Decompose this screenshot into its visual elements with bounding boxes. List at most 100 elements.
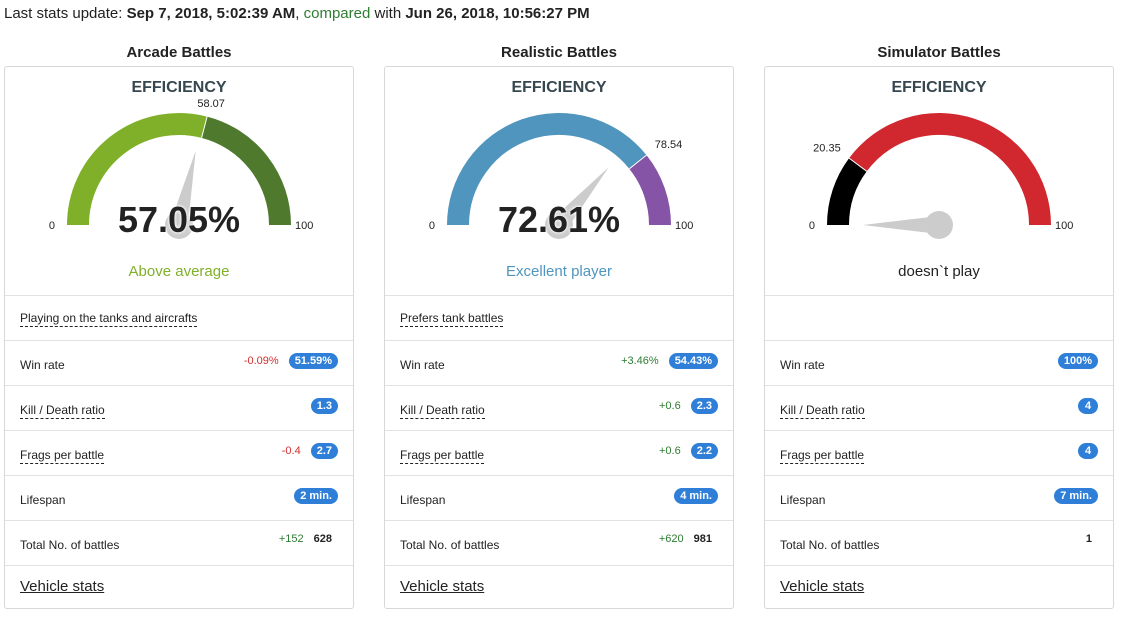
gauge-max-label: 100: [1055, 220, 1073, 232]
kd-row: Kill / Death ratio 4: [765, 386, 1113, 431]
kd-label[interactable]: Kill / Death ratio: [780, 403, 865, 419]
verdict-label: doesn`t play: [898, 263, 980, 280]
gauge-filled-arc: [447, 113, 647, 226]
vehicle-stats-link[interactable]: Vehicle stats: [20, 578, 105, 595]
frags-delta: -0.4: [281, 445, 301, 457]
win-rate-label: Win rate: [400, 358, 445, 372]
kd-badge: 2.3: [690, 398, 718, 414]
gauge-rest-arc: [629, 155, 671, 226]
lifespan-label: Lifespan: [400, 493, 446, 507]
battles-delta: +152: [278, 533, 304, 545]
battles-row: Total No. of battles 1: [765, 521, 1113, 566]
gauge-svg: 0 100 78.54: [429, 113, 693, 239]
preference-label[interactable]: Prefers tank battles: [400, 311, 504, 327]
kd-badge: 4: [1078, 398, 1098, 414]
gauge-svg: 0 100 20.35: [809, 113, 1073, 239]
win-rate-badge: 51.59%: [288, 353, 338, 369]
mode-title: Simulator Battles: [877, 44, 1001, 61]
mode-card: EFFICIENCY 0 100 78.54 72.61% Excellent pl…: [384, 66, 734, 609]
battles-label: Total No. of battles: [400, 538, 500, 552]
vehicle-stats-link[interactable]: Vehicle stats: [780, 578, 865, 595]
mode-card: EFFICIENCY 0 100 58.07 57.05% Above averag…: [4, 66, 354, 609]
battles-value: 981: [693, 533, 712, 545]
gauge-max-label: 100: [295, 220, 313, 232]
frags-badge: 4: [1078, 443, 1098, 459]
gauge-min-label: 0: [809, 220, 815, 232]
gauge-min-label: 0: [429, 220, 435, 232]
gauge-marker-tick: [628, 153, 649, 170]
simulator-column: Simulator Battles EFFICIENCY 0 100 20.35 d…: [764, 40, 1114, 609]
realistic-column: Realistic Battles EFFICIENCY 0 100 78.54 7…: [384, 40, 734, 609]
vehicle-stats-footer: Vehicle stats: [765, 566, 1113, 608]
lifespan-badge: 4 min.: [674, 488, 718, 504]
efficiency-label: EFFICIENCY: [511, 79, 607, 96]
win-rate-label: Win rate: [780, 358, 825, 372]
frags-badge: 2.2: [690, 443, 718, 459]
battles-row: Total No. of battles +152 628: [5, 521, 353, 566]
win-rate-badge: 100%: [1057, 353, 1098, 369]
gauge-needle: [170, 150, 196, 227]
compare-date: Jun 26, 2018, 10:56:27 PM: [405, 5, 590, 22]
win-rate-delta: -0.09%: [243, 355, 279, 367]
win-rate-row: Win rate 100%: [765, 341, 1113, 386]
mode-card: EFFICIENCY 0 100 20.35 doesn`t play Win ra…: [764, 66, 1114, 609]
frags-delta: +0.6: [658, 445, 681, 457]
mode-title: Realistic Battles: [501, 44, 617, 61]
gauge-max-label: 100: [675, 220, 693, 232]
gauge-marker-tick: [847, 156, 868, 172]
gauge-needle-hub: [545, 211, 573, 239]
kd-label[interactable]: Kill / Death ratio: [20, 403, 105, 419]
lifespan-label: Lifespan: [780, 493, 826, 507]
efficiency-value: 57.05%: [117, 199, 241, 240]
kd-delta: +0.6: [658, 400, 681, 412]
frags-label[interactable]: Frags per battle: [780, 448, 865, 464]
gauge-marker-label: 58.07: [197, 98, 225, 110]
battles-row: Total No. of battles +620 981: [385, 521, 733, 566]
frags-row: Frags per battle 4: [765, 431, 1113, 476]
frags-row: Frags per battle -0.4 2.7: [5, 431, 353, 476]
kd-row: Kill / Death ratio 1.3: [5, 386, 353, 431]
preference-label[interactable]: Playing on the tanks and aircrafts: [20, 311, 198, 327]
efficiency-gauge: EFFICIENCY 0 100 20.35 doesn`t play: [765, 67, 1113, 296]
mode-title: Arcade Battles: [126, 44, 232, 61]
gauge-filled-arc: [67, 113, 208, 226]
header-with: with: [370, 5, 406, 22]
vehicle-stats-footer: Vehicle stats: [5, 566, 353, 608]
frags-label[interactable]: Frags per battle: [400, 448, 485, 464]
gauge-rest-arc: [849, 113, 1051, 226]
gauge-marker-label: 78.54: [655, 139, 683, 151]
battles-label: Total No. of battles: [780, 538, 880, 552]
preference-row: Prefers tank battles: [385, 296, 733, 341]
header-comma: ,: [295, 5, 304, 22]
lifespan-badge: 2 min.: [294, 488, 338, 504]
gauge-marker-label: 20.35: [813, 142, 841, 154]
frags-badge: 2.7: [310, 443, 338, 459]
frags-row: Frags per battle +0.6 2.2: [385, 431, 733, 476]
gauge-needle-hub: [165, 211, 193, 239]
win-rate-row: Win rate +3.46% 54.43%: [385, 341, 733, 386]
win-rate-delta: +3.46%: [621, 355, 659, 367]
arcade-column: Arcade Battles EFFICIENCY 0 100 58.07 57.0…: [4, 40, 354, 609]
battles-delta: +620: [658, 533, 684, 545]
lifespan-row: Lifespan 4 min.: [385, 476, 733, 521]
gauge-marker-tick: [201, 114, 209, 139]
win-rate-badge: 54.43%: [668, 353, 718, 369]
preference-row: Playing on the tanks and aircrafts: [5, 296, 353, 341]
kd-label[interactable]: Kill / Death ratio: [400, 403, 485, 419]
battles-value: 1: [1085, 533, 1092, 545]
win-rate-label: Win rate: [20, 358, 65, 372]
gauge-needle: [863, 216, 939, 234]
efficiency-label: EFFICIENCY: [891, 79, 987, 96]
lifespan-badge: 7 min.: [1054, 488, 1098, 504]
frags-label[interactable]: Frags per battle: [20, 448, 105, 464]
gauge-svg: 0 100 58.07: [49, 98, 313, 239]
kd-row: Kill / Death ratio +0.6 2.3: [385, 386, 733, 431]
header-prefix: Last stats update:: [4, 5, 127, 22]
gauge-needle-hub: [925, 211, 953, 239]
preference-row: [765, 296, 1113, 341]
gauge-min-label: 0: [49, 220, 55, 232]
gauge-filled-arc: [827, 158, 867, 226]
update-date: Sep 7, 2018, 5:02:39 AM: [126, 5, 296, 22]
vehicle-stats-link[interactable]: Vehicle stats: [400, 578, 485, 595]
efficiency-gauge: EFFICIENCY 0 100 78.54 72.61% Excellent pl…: [385, 67, 733, 296]
